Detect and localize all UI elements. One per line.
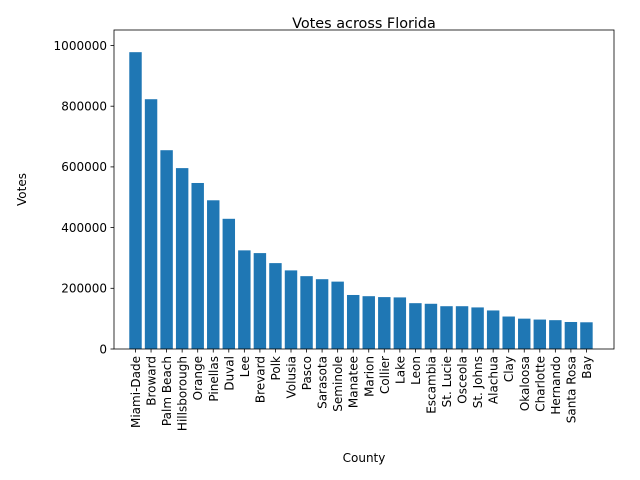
x-tick-label-20: St. Lucie xyxy=(440,356,454,407)
y-axis: 0 200000 400000 600000 800000 1000000 xyxy=(54,39,114,356)
x-tick-label-12: Sarasota xyxy=(316,356,330,409)
bar-7 xyxy=(238,250,251,349)
x-tick-label-13: Seminole xyxy=(331,356,345,412)
bar-22 xyxy=(471,307,484,349)
bar-12 xyxy=(315,279,329,349)
bar-28 xyxy=(564,321,578,349)
x-tick-label-16: Collier xyxy=(378,356,392,394)
bar-14 xyxy=(346,294,360,349)
bar-13 xyxy=(331,281,344,349)
bar-3 xyxy=(175,168,189,349)
x-tick-label-9: Polk xyxy=(269,356,283,380)
plot-area-frame xyxy=(113,29,615,350)
bar-26 xyxy=(533,319,547,349)
bar-0 xyxy=(129,52,142,349)
bar-4 xyxy=(191,182,204,349)
x-tick-label-4: Orange xyxy=(191,356,205,400)
x-tick-label-21: Osceola xyxy=(456,356,470,404)
x-axis-label: County xyxy=(343,451,386,465)
x-tick-label-27: Hernando xyxy=(549,356,563,415)
bar-10 xyxy=(284,270,298,349)
bar-5 xyxy=(207,200,220,349)
x-tick-label-28: Santa Rosa xyxy=(564,356,578,423)
x-tick-label-18: Leon xyxy=(409,356,423,385)
bar-29 xyxy=(580,322,593,349)
bar-17 xyxy=(393,297,407,349)
y-tick-label-3: 600000 xyxy=(61,160,107,174)
x-tick-label-10: Volusia xyxy=(285,356,299,399)
bar-21 xyxy=(455,306,469,349)
bar-15 xyxy=(362,296,375,349)
bar-19 xyxy=(424,303,438,349)
x-tick-label-1: Broward xyxy=(145,356,159,406)
y-tick-label-0: 0 xyxy=(99,342,107,356)
x-axis: Miami-Dade Broward Palm Beach Hillsborough O… xyxy=(129,349,594,431)
x-tick-label-6: Duval xyxy=(222,356,236,391)
x-tick-label-2: Palm Beach xyxy=(160,356,174,426)
bar-16 xyxy=(378,297,391,349)
x-tick-label-17: Lake xyxy=(393,356,407,384)
y-tick-label-4: 800000 xyxy=(61,100,107,114)
x-tick-label-14: Manatee xyxy=(347,356,361,408)
bar-8 xyxy=(253,253,267,349)
bar-9 xyxy=(269,263,282,349)
y-tick-label-5: 1000000 xyxy=(54,39,107,53)
x-tick-label-24: Clay xyxy=(502,356,516,382)
bar-18 xyxy=(409,303,422,349)
x-tick-label-3: Hillsborough xyxy=(176,356,190,431)
bar-2 xyxy=(160,150,173,349)
x-tick-label-15: Marion xyxy=(362,356,376,397)
x-tick-label-25: Okaloosa xyxy=(518,356,532,411)
x-tick-label-5: Pinellas xyxy=(207,356,221,402)
x-tick-label-11: Pasco xyxy=(300,356,314,390)
bar-11 xyxy=(300,276,313,349)
bar-23 xyxy=(486,310,500,349)
x-tick-label-22: St. Johns xyxy=(471,356,485,408)
bar-25 xyxy=(518,318,531,349)
bar-20 xyxy=(440,306,453,349)
bar-6 xyxy=(222,218,236,349)
chart-title: Votes across Florida xyxy=(292,16,436,32)
x-tick-label-29: Bay xyxy=(580,356,594,379)
y-axis-label: Votes xyxy=(15,173,29,206)
bar-24 xyxy=(502,316,515,349)
bar-27 xyxy=(549,320,562,349)
x-tick-label-26: Charlotte xyxy=(533,356,547,412)
x-tick-label-19: Escambia xyxy=(424,356,438,414)
x-tick-label-8: Brevard xyxy=(253,356,267,403)
x-tick-label-7: Lee xyxy=(238,356,252,377)
y-tick-label-2: 400000 xyxy=(61,221,107,235)
x-tick-label-23: Alachua xyxy=(487,356,501,404)
x-tick-label-0: Miami-Dade xyxy=(129,356,143,428)
y-tick-label-1: 200000 xyxy=(61,282,107,296)
bars-group xyxy=(129,52,593,349)
bar-1 xyxy=(144,99,158,349)
